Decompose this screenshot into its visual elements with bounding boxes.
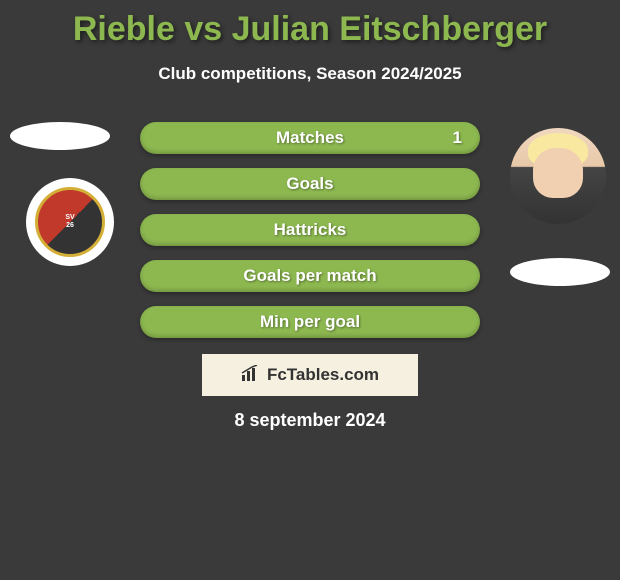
stat-label: Goals	[286, 174, 333, 194]
stat-row-goals: Goals	[140, 168, 480, 200]
stat-label: Min per goal	[260, 312, 360, 332]
comparison-title: Rieble vs Julian Eitschberger	[0, 0, 620, 49]
comparison-subtitle: Club competitions, Season 2024/2025	[0, 64, 620, 84]
stat-label: Hattricks	[274, 220, 347, 240]
brand-text: FcTables.com	[267, 365, 379, 385]
stats-list: Matches 1 Goals Hattricks Goals per matc…	[140, 122, 480, 352]
brand-badge[interactable]: FcTables.com	[202, 354, 418, 396]
stat-label: Goals per match	[243, 266, 376, 286]
player-right-photo	[510, 128, 606, 224]
stat-value-right: 1	[453, 128, 462, 148]
club-logo-left: SV26	[26, 178, 114, 266]
stat-row-min-per-goal: Min per goal	[140, 306, 480, 338]
stat-label: Matches	[276, 128, 344, 148]
stat-row-hattricks: Hattricks	[140, 214, 480, 246]
player-left-placeholder	[10, 122, 110, 150]
comparison-date: 8 september 2024	[0, 410, 620, 431]
stat-row-goals-per-match: Goals per match	[140, 260, 480, 292]
player-right-placeholder	[510, 258, 610, 286]
club-badge-text: SV26	[65, 214, 74, 231]
brand-chart-icon	[241, 365, 261, 386]
stat-row-matches: Matches 1	[140, 122, 480, 154]
club-badge-icon: SV26	[35, 187, 105, 257]
